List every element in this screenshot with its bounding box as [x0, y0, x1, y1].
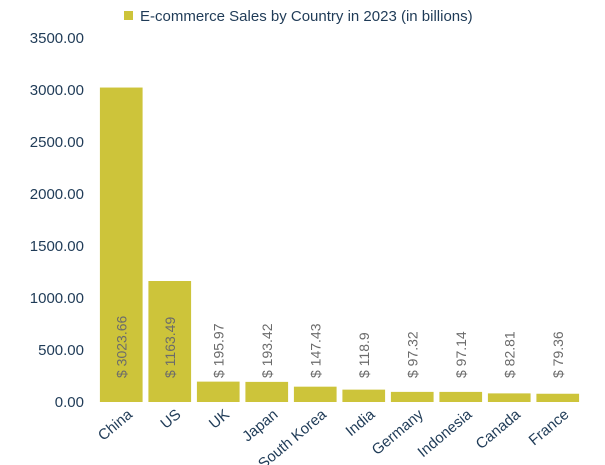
- x-tick-label: India: [342, 406, 378, 440]
- data-labels: $ 3023.66 $ 1163.49 $ 195.97 $ 193.42 $ 147.…: [113, 316, 566, 378]
- data-label: $ 1163.49: [162, 317, 178, 378]
- x-tick-label: UK: [206, 406, 233, 432]
- bar-china: [99, 87, 143, 402]
- y-tick-label: 1000.00: [30, 290, 84, 307]
- bars: [99, 87, 580, 402]
- data-label: $ 118.9: [356, 332, 372, 378]
- x-tick-label: Indonesia: [415, 406, 476, 461]
- data-label: $ 97.32: [404, 331, 420, 378]
- y-tick-label: 500.00: [38, 342, 84, 359]
- bar-us: [148, 281, 192, 402]
- bar-germany: [390, 391, 434, 402]
- x-tick-label: US: [157, 406, 184, 432]
- bar-south-korea: [293, 386, 337, 402]
- data-label: $ 79.36: [550, 331, 566, 378]
- bar-indonesia: [439, 391, 483, 402]
- bar-canada: [487, 393, 531, 402]
- legend: E-commerce Sales by Country in 2023 (in …: [124, 8, 473, 25]
- legend-swatch: [124, 11, 133, 20]
- x-tick-label: Japan: [239, 406, 281, 445]
- x-tick-label: France: [526, 406, 573, 449]
- data-label: $ 82.81: [501, 331, 517, 378]
- y-tick-label: 2000.00: [30, 186, 84, 203]
- data-label: $ 3023.66: [113, 316, 129, 378]
- bar-india: [342, 389, 386, 402]
- y-tick-label: 3500.00: [30, 30, 84, 47]
- x-tick-label: China: [95, 406, 136, 445]
- data-label: $ 193.42: [259, 323, 275, 378]
- bar-france: [536, 393, 580, 402]
- data-label: $ 97.14: [453, 331, 469, 378]
- data-label: $ 195.97: [210, 323, 226, 378]
- y-tick-label: 1500.00: [30, 238, 84, 255]
- bar-uk: [196, 381, 240, 402]
- x-tick-label: Canada: [473, 406, 525, 453]
- y-tick-label: 2500.00: [30, 134, 84, 151]
- y-tick-label: 3000.00: [30, 82, 84, 99]
- data-label: $ 147.43: [307, 323, 323, 378]
- bar-japan: [245, 381, 289, 402]
- y-tick-label: 0.00: [55, 394, 84, 411]
- y-axis: 0.00 500.00 1000.00 1500.00 2000.00 2500.00 30…: [30, 30, 84, 411]
- legend-label: E-commerce Sales by Country in 2023 (in …: [140, 8, 473, 25]
